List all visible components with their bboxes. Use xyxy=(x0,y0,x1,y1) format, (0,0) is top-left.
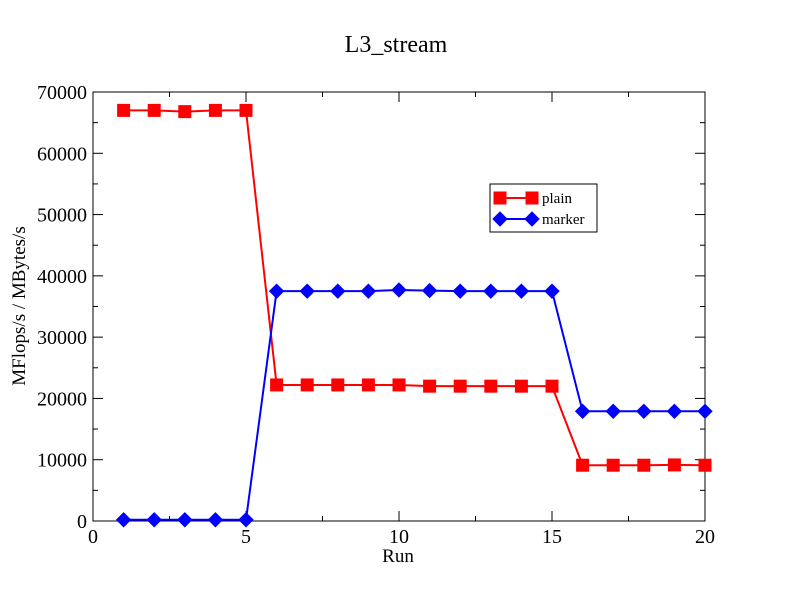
x-tick-label: 0 xyxy=(88,526,98,548)
data-point-marker xyxy=(146,512,162,528)
data-point-marker xyxy=(636,403,652,420)
data-point-plain xyxy=(453,379,467,393)
data-point-plain xyxy=(331,378,345,392)
data-point-plain xyxy=(698,458,712,472)
data-point-plain xyxy=(270,378,284,392)
data-point-plain xyxy=(147,103,161,117)
chart-title: L3_stream xyxy=(345,32,448,58)
data-point-plain xyxy=(239,103,253,117)
legend-label-marker: marker xyxy=(542,212,584,228)
series-line-marker xyxy=(123,288,705,521)
legend-marker-marker xyxy=(524,211,540,227)
series-marker xyxy=(115,282,713,528)
legend-marker-plain xyxy=(493,191,507,205)
data-point-marker xyxy=(268,283,285,299)
data-point-plain xyxy=(637,458,651,472)
y-tick-label: 50000 xyxy=(37,205,87,227)
series-layer xyxy=(115,103,713,528)
legend-item-marker: marker xyxy=(492,211,584,228)
data-point-plain xyxy=(514,379,528,393)
data-point-marker xyxy=(299,283,315,299)
data-point-plain xyxy=(545,379,559,393)
tick-labels: 0 5 10 15 20 0 10000 20000 30000 40000 50000 60000 7… xyxy=(37,82,715,548)
data-point-marker xyxy=(177,512,193,528)
data-point-marker xyxy=(391,282,407,298)
y-tick-label: 60000 xyxy=(37,143,87,165)
legend: plain marker xyxy=(489,183,598,233)
data-point-marker xyxy=(513,283,530,299)
data-point-plain xyxy=(576,458,590,472)
data-point-marker xyxy=(666,403,683,420)
x-tick-label: 5 xyxy=(241,526,251,548)
legend-label-plain: plain xyxy=(542,191,572,207)
data-point-marker xyxy=(207,512,224,528)
data-point-marker xyxy=(483,283,499,299)
x-tick-label: 15 xyxy=(542,526,562,548)
data-point-marker xyxy=(115,512,132,528)
legend-marker-plain xyxy=(525,191,539,205)
series-plain xyxy=(117,103,712,472)
data-point-plain xyxy=(423,379,437,393)
plot-frame xyxy=(92,91,706,522)
data-point-plain xyxy=(178,105,192,119)
y-axis-title: MFlops/s / MBytes/s xyxy=(9,226,30,385)
data-point-plain xyxy=(392,378,406,392)
x-tick-label: 20 xyxy=(695,526,715,548)
data-point-marker xyxy=(605,403,621,420)
x-axis-title: Run xyxy=(382,546,414,567)
y-tick-label: 0 xyxy=(77,511,87,533)
data-point-plain xyxy=(208,103,222,117)
data-point-marker xyxy=(238,512,254,528)
data-point-plain xyxy=(361,378,375,392)
data-point-plain xyxy=(667,458,681,472)
data-point-plain xyxy=(117,103,131,117)
y-tick-label: 30000 xyxy=(37,327,87,349)
data-point-marker xyxy=(360,283,377,299)
data-point-marker xyxy=(330,283,346,299)
y-tick-label: 10000 xyxy=(37,450,87,472)
y-tick-label: 20000 xyxy=(37,388,87,410)
data-point-marker xyxy=(421,282,438,299)
data-point-marker xyxy=(452,283,468,299)
data-point-plain xyxy=(484,379,498,393)
y-tick-label: 70000 xyxy=(37,82,87,104)
data-point-marker xyxy=(697,403,713,420)
axis-ticks xyxy=(92,91,706,522)
data-point-marker xyxy=(544,283,560,299)
legend-marker-marker xyxy=(492,211,508,227)
legend-item-plain: plain xyxy=(493,191,572,207)
data-point-plain xyxy=(606,458,620,472)
legend-box xyxy=(489,183,598,233)
data-point-marker xyxy=(574,403,591,420)
x-tick-label: 10 xyxy=(389,526,409,548)
y-tick-label: 40000 xyxy=(37,266,87,288)
data-point-plain xyxy=(300,378,314,392)
